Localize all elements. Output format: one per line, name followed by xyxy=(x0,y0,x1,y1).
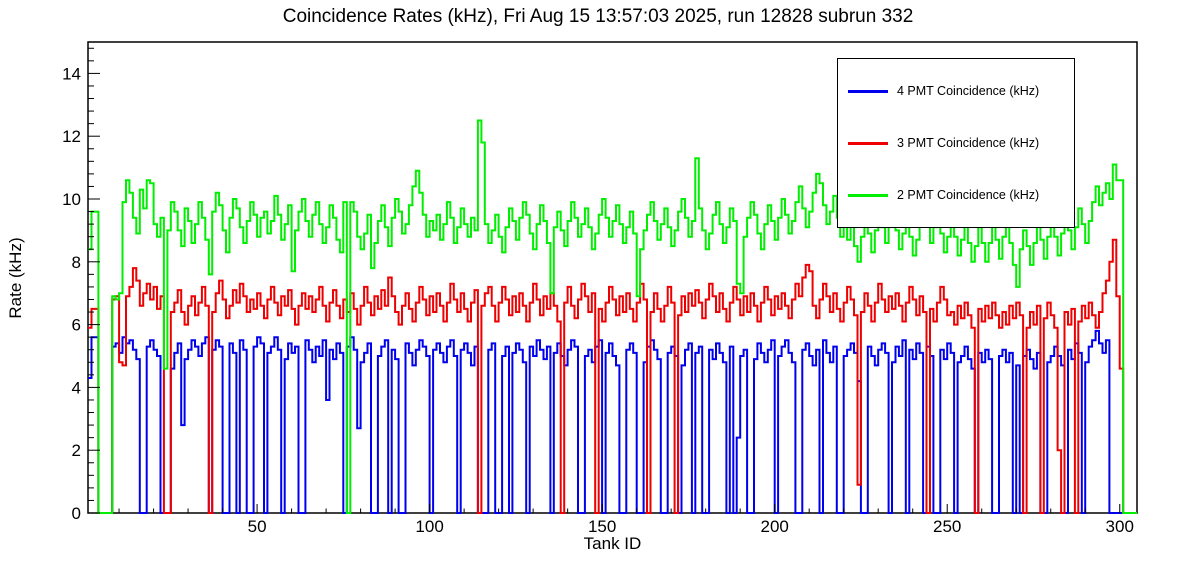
y-tick-label: 2 xyxy=(72,441,81,460)
legend-item-2pmt: 2 PMT Coincidence (kHz) xyxy=(848,188,1074,202)
legend-item-4pmt: 4 PMT Coincidence (kHz) xyxy=(848,84,1074,98)
x-tick-label: 50 xyxy=(248,517,267,536)
y-tick-label: 8 xyxy=(72,253,81,272)
y-tick-label: 0 xyxy=(72,504,81,523)
y-tick-label: 14 xyxy=(62,64,81,83)
legend-line-sample xyxy=(848,89,888,93)
y-tick-label: 4 xyxy=(72,378,81,397)
series-line-2pmt xyxy=(88,119,1137,514)
legend-box: 4 PMT Coincidence (kHz) 3 PMT Coincidence… xyxy=(837,58,1075,228)
y-tick-label: 10 xyxy=(62,190,81,209)
series-line-3pmt xyxy=(88,238,1137,514)
x-tick-label: 250 xyxy=(933,517,961,536)
legend-line-sample xyxy=(848,141,888,145)
series-line-4pmt xyxy=(88,329,1137,514)
legend-line-sample xyxy=(848,193,888,197)
x-axis-title: Tank ID xyxy=(583,534,642,553)
y-tick-label: 12 xyxy=(62,127,81,146)
legend-label: 2 PMT Coincidence (kHz) xyxy=(897,188,1040,202)
y-axis-title: Rate (kHz) xyxy=(6,237,25,319)
plot-frame xyxy=(87,41,1138,514)
x-tick-label: 100 xyxy=(415,517,443,536)
y-tick-label: 6 xyxy=(72,316,81,335)
legend-label: 4 PMT Coincidence (kHz) xyxy=(897,84,1040,98)
chart-title: Coincidence Rates (kHz), Fri Aug 15 13:5… xyxy=(282,6,914,27)
x-tick-label: 150 xyxy=(588,517,616,536)
x-tick-label: 200 xyxy=(760,517,788,536)
legend-item-3pmt: 3 PMT Coincidence (kHz) xyxy=(848,136,1074,150)
legend-label: 3 PMT Coincidence (kHz) xyxy=(897,136,1040,150)
x-tick-label: 300 xyxy=(1106,517,1134,536)
